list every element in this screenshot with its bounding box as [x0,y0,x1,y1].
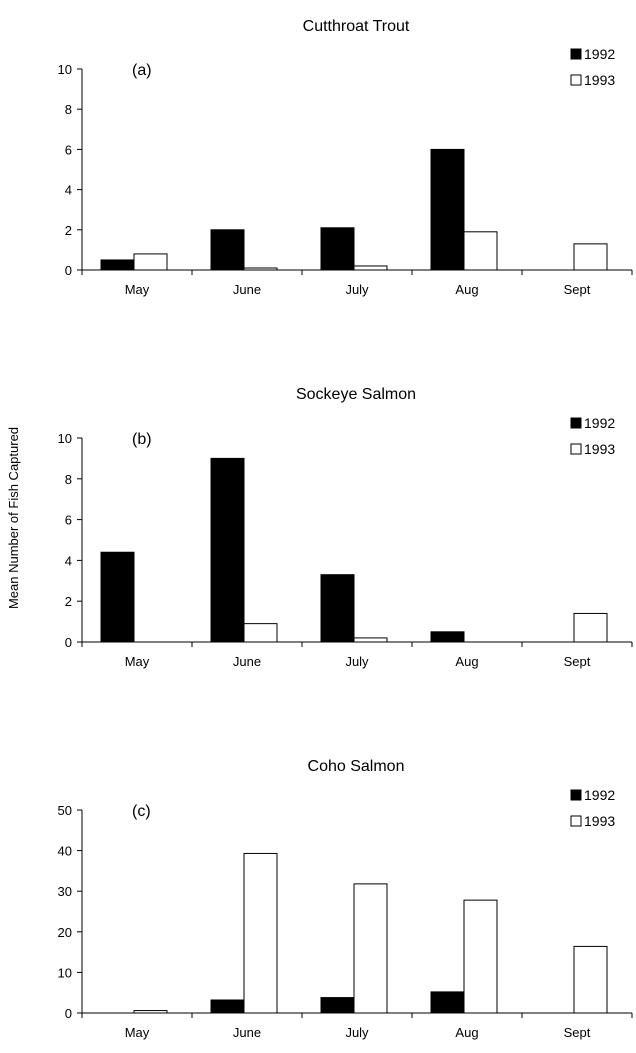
bar-1992-july [320,997,355,1014]
legend-swatch-1992 [570,789,582,801]
x-tick-label-may: May [125,654,150,669]
legend-swatch-1993 [570,74,582,86]
bar-1992-aug [430,148,465,271]
y-tick-label: 6 [65,142,72,157]
y-tick-label: 8 [65,102,72,117]
bar-1993-aug [463,231,498,271]
x-tick-label-july: July [345,1025,369,1040]
y-tick-label: 0 [65,635,72,650]
panel-label: (b) [132,431,152,448]
x-tick-label-may: May [125,1025,150,1040]
y-tick-label: 10 [58,965,72,980]
bar-1992-may [100,551,135,643]
y-tick-label: 4 [65,183,72,198]
legend-swatch-1992 [570,48,582,60]
x-tick-label-sept: Sept [564,282,591,297]
bar-1993-aug [463,899,498,1014]
legend: 1992 1993 [570,46,615,88]
legend-label-1993: 1993 [584,72,615,88]
bar-1992-may [100,259,135,271]
x-tick-label-june: June [233,654,261,669]
bar-1992-aug [430,991,465,1014]
y-tick-label: 0 [65,1006,72,1021]
x-tick-label-aug: Aug [455,654,478,669]
y-tick-label: 50 [58,803,72,818]
y-tick-label: 2 [65,594,72,609]
bar-1993-sept [573,243,608,271]
bar-1993-sept [573,612,608,643]
x-tick-label-june: June [233,282,261,297]
bar-1993-june [243,623,278,643]
bar-1993-june [243,267,278,271]
legend-label-1992: 1992 [584,787,615,803]
chart-title: Coho Salmon [308,758,405,775]
x-tick-label-sept: Sept [564,654,591,669]
y-axis-label: Mean Number of Fish Captured [6,427,21,609]
legend-swatch-1993 [570,443,582,455]
y-tick-label: 4 [65,553,72,568]
x-tick-label-sept: Sept [564,1025,591,1040]
chart-panel-sockeye-salmon: Sockeye Salmon (b) 0 2 4 6 8 10 May June July Aug Se… [58,386,633,669]
x-tick-label-july: July [345,654,369,669]
y-tick-label: 0 [65,263,72,278]
chart-panel-cutthroat-trout: Cutthroat Trout (a) 0 2 4 6 8 10 May June July Aug S… [58,18,633,297]
bar-1993-may [133,253,168,271]
legend-label-1993: 1993 [584,441,615,457]
y-tick-label: 20 [58,925,72,940]
y-tick-label: 10 [58,62,72,77]
bar-1993-may [133,1010,168,1014]
chart-panel-coho-salmon: Coho Salmon (c) 0 10 20 30 40 50 May June July Aug S… [58,758,633,1040]
panel-label: (a) [132,62,152,79]
y-tick-label: 8 [65,472,72,487]
legend-label-1992: 1992 [584,415,615,431]
y-tick-label: 10 [58,431,72,446]
legend-swatch-1992 [570,417,582,429]
legend: 1992 1993 [570,787,615,829]
y-tick-label: 30 [58,884,72,899]
bar-1993-july [353,265,388,271]
x-tick-label-aug: Aug [455,282,478,297]
bar-1992-june [210,457,245,643]
bar-1993-july [353,883,388,1014]
x-tick-label-may: May [125,282,150,297]
bar-1993-july [353,637,388,643]
bar-1992-june [210,999,245,1014]
y-tick-label: 2 [65,223,72,238]
legend-swatch-1993 [570,815,582,827]
legend: 1992 1993 [570,415,615,457]
legend-label-1993: 1993 [584,813,615,829]
bar-1993-june [243,852,278,1014]
legend-label-1992: 1992 [584,46,615,62]
bar-1992-july [320,574,355,643]
x-tick-label-july: July [345,282,369,297]
chart-title: Cutthroat Trout [303,18,410,35]
x-tick-label-aug: Aug [455,1025,478,1040]
panel-label: (c) [132,803,151,820]
bar-1992-aug [430,631,465,643]
bar-1992-june [210,229,245,271]
bar-1993-sept [573,945,608,1014]
x-tick-label-june: June [233,1025,261,1040]
y-tick-label: 40 [58,844,72,859]
y-tick-label: 6 [65,513,72,528]
bar-1992-july [320,227,355,271]
chart-title: Sockeye Salmon [296,386,416,403]
